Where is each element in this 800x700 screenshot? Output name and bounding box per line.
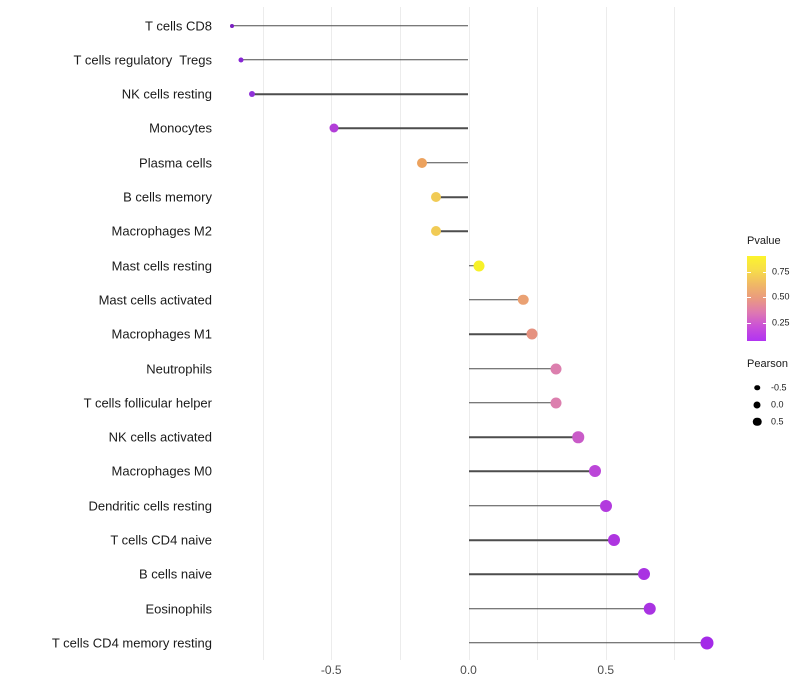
lollipop-stem [251, 93, 469, 95]
lollipop-stem [468, 402, 557, 404]
lollipop-stem [232, 24, 469, 27]
lollipop-stem [468, 299, 524, 301]
lollipop-dot [248, 91, 255, 98]
lollipop-dot [430, 192, 441, 202]
lollipop-dot [588, 465, 601, 478]
lollipop-dot [230, 23, 235, 28]
pearson-legend-label: 0.0 [771, 399, 784, 409]
lollipop-dot [329, 123, 339, 133]
lollipop-stem [435, 196, 469, 198]
lollipop-dot [518, 294, 529, 306]
pearson-legend-items: -0.5 0.0 0.5 [747, 379, 800, 430]
gridline [605, 7, 607, 660]
row-label: Eosinophils [145, 601, 213, 617]
row-label: Macrophages M1 [111, 326, 212, 342]
pvalue-tick-mark [747, 323, 751, 325]
lollipop-dot [643, 602, 656, 615]
lollipop-dot [430, 226, 441, 237]
row-label: NK cells activated [108, 429, 212, 445]
row-label: B cells memory [123, 189, 212, 205]
row-label: Mast cells activated [98, 292, 212, 308]
pvalue-legend: Pvalue 0.75 0.50 0.25 [747, 235, 790, 341]
pearson-legend-item: 0.0 [747, 396, 800, 413]
lollipop-stem [468, 642, 708, 644]
lollipop-dot [638, 568, 651, 581]
row-label: Macrophages M2 [111, 223, 212, 239]
pvalue-tick-mark [762, 271, 766, 273]
row-label: T cells CD4 memory resting [51, 635, 212, 651]
pearson-legend-label: -0.5 [771, 382, 787, 392]
lollipop-dot [599, 499, 612, 512]
pvalue-colorbar-gradient [747, 256, 766, 341]
row-label: T cells regulatory Tregs [73, 52, 212, 68]
pvalue-tick-mark [762, 323, 766, 325]
lollipop-dot [473, 260, 485, 272]
pearson-legend-dot [753, 401, 761, 408]
pvalue-tick-label: 0.50 [772, 291, 790, 302]
row-label: T cells follicular helper [83, 395, 212, 411]
pvalue-tick-mark [747, 297, 751, 299]
pearson-legend-dot [754, 384, 760, 391]
row-label: NK cells resting [121, 86, 212, 102]
lollipop-stem [333, 127, 469, 130]
lollipop-stem [435, 230, 469, 233]
lollipop-dot [416, 157, 427, 168]
gridline [537, 7, 539, 660]
row-label: T cells CD8 [145, 18, 212, 33]
row-label: Monocytes [149, 120, 212, 136]
lollipop-stem [468, 470, 595, 473]
lollipop-stem [468, 436, 579, 438]
pearson-legend-title: Pearson [747, 358, 788, 370]
row-label: B cells naive [139, 566, 212, 582]
lollipop-dot [607, 534, 620, 546]
lollipop-dot [550, 363, 562, 374]
pvalue-tick-label: 0.25 [772, 317, 790, 328]
lollipop-stem [240, 59, 469, 61]
x-tick-label: -0.5 [320, 663, 342, 677]
lollipop-stem [421, 161, 469, 164]
row-label: Mast cells resting [111, 258, 212, 274]
lollipop-stem [468, 573, 645, 576]
gridline [674, 7, 676, 660]
pearson-legend-dot [752, 417, 762, 426]
lollipop-dot [700, 636, 714, 650]
pvalue-tick-mark [747, 271, 751, 273]
pvalue-legend-title: Pvalue [747, 235, 781, 247]
pvalue-tick-label: 0.75 [772, 266, 790, 277]
row-label: Plasma cells [139, 155, 212, 171]
lollipop-stem [468, 333, 532, 335]
gridline [399, 7, 401, 660]
pearson-legend-item: 0.5 [747, 413, 800, 430]
row-label: Macrophages M0 [111, 463, 212, 479]
lollipop-stem [468, 607, 650, 610]
row-label: Dendritic cells resting [88, 498, 212, 514]
row-label: Neutrophils [146, 361, 212, 376]
lollipop-stem [468, 539, 614, 541]
lollipop-dot [572, 431, 585, 443]
lollipop-stem [468, 504, 606, 507]
gridline [331, 7, 333, 660]
pearson-legend-label: 0.5 [771, 416, 784, 426]
lollipop-stem [468, 367, 557, 370]
x-tick-label: 0.5 [597, 663, 615, 677]
lollipop-dot [550, 397, 562, 409]
pvalue-colorbar: 0.75 0.50 0.25 [747, 256, 790, 341]
pvalue-tick-mark [762, 297, 766, 299]
x-tick-label: 0.0 [460, 663, 477, 677]
pearson-legend: Pearson -0.5 0.0 0.5 [747, 359, 800, 430]
lollipop-dot [238, 57, 244, 63]
row-label: T cells CD4 naive [110, 532, 212, 548]
pearson-legend-item: -0.5 [747, 379, 800, 396]
lollipop-dot [526, 328, 538, 340]
gridline [262, 7, 264, 660]
